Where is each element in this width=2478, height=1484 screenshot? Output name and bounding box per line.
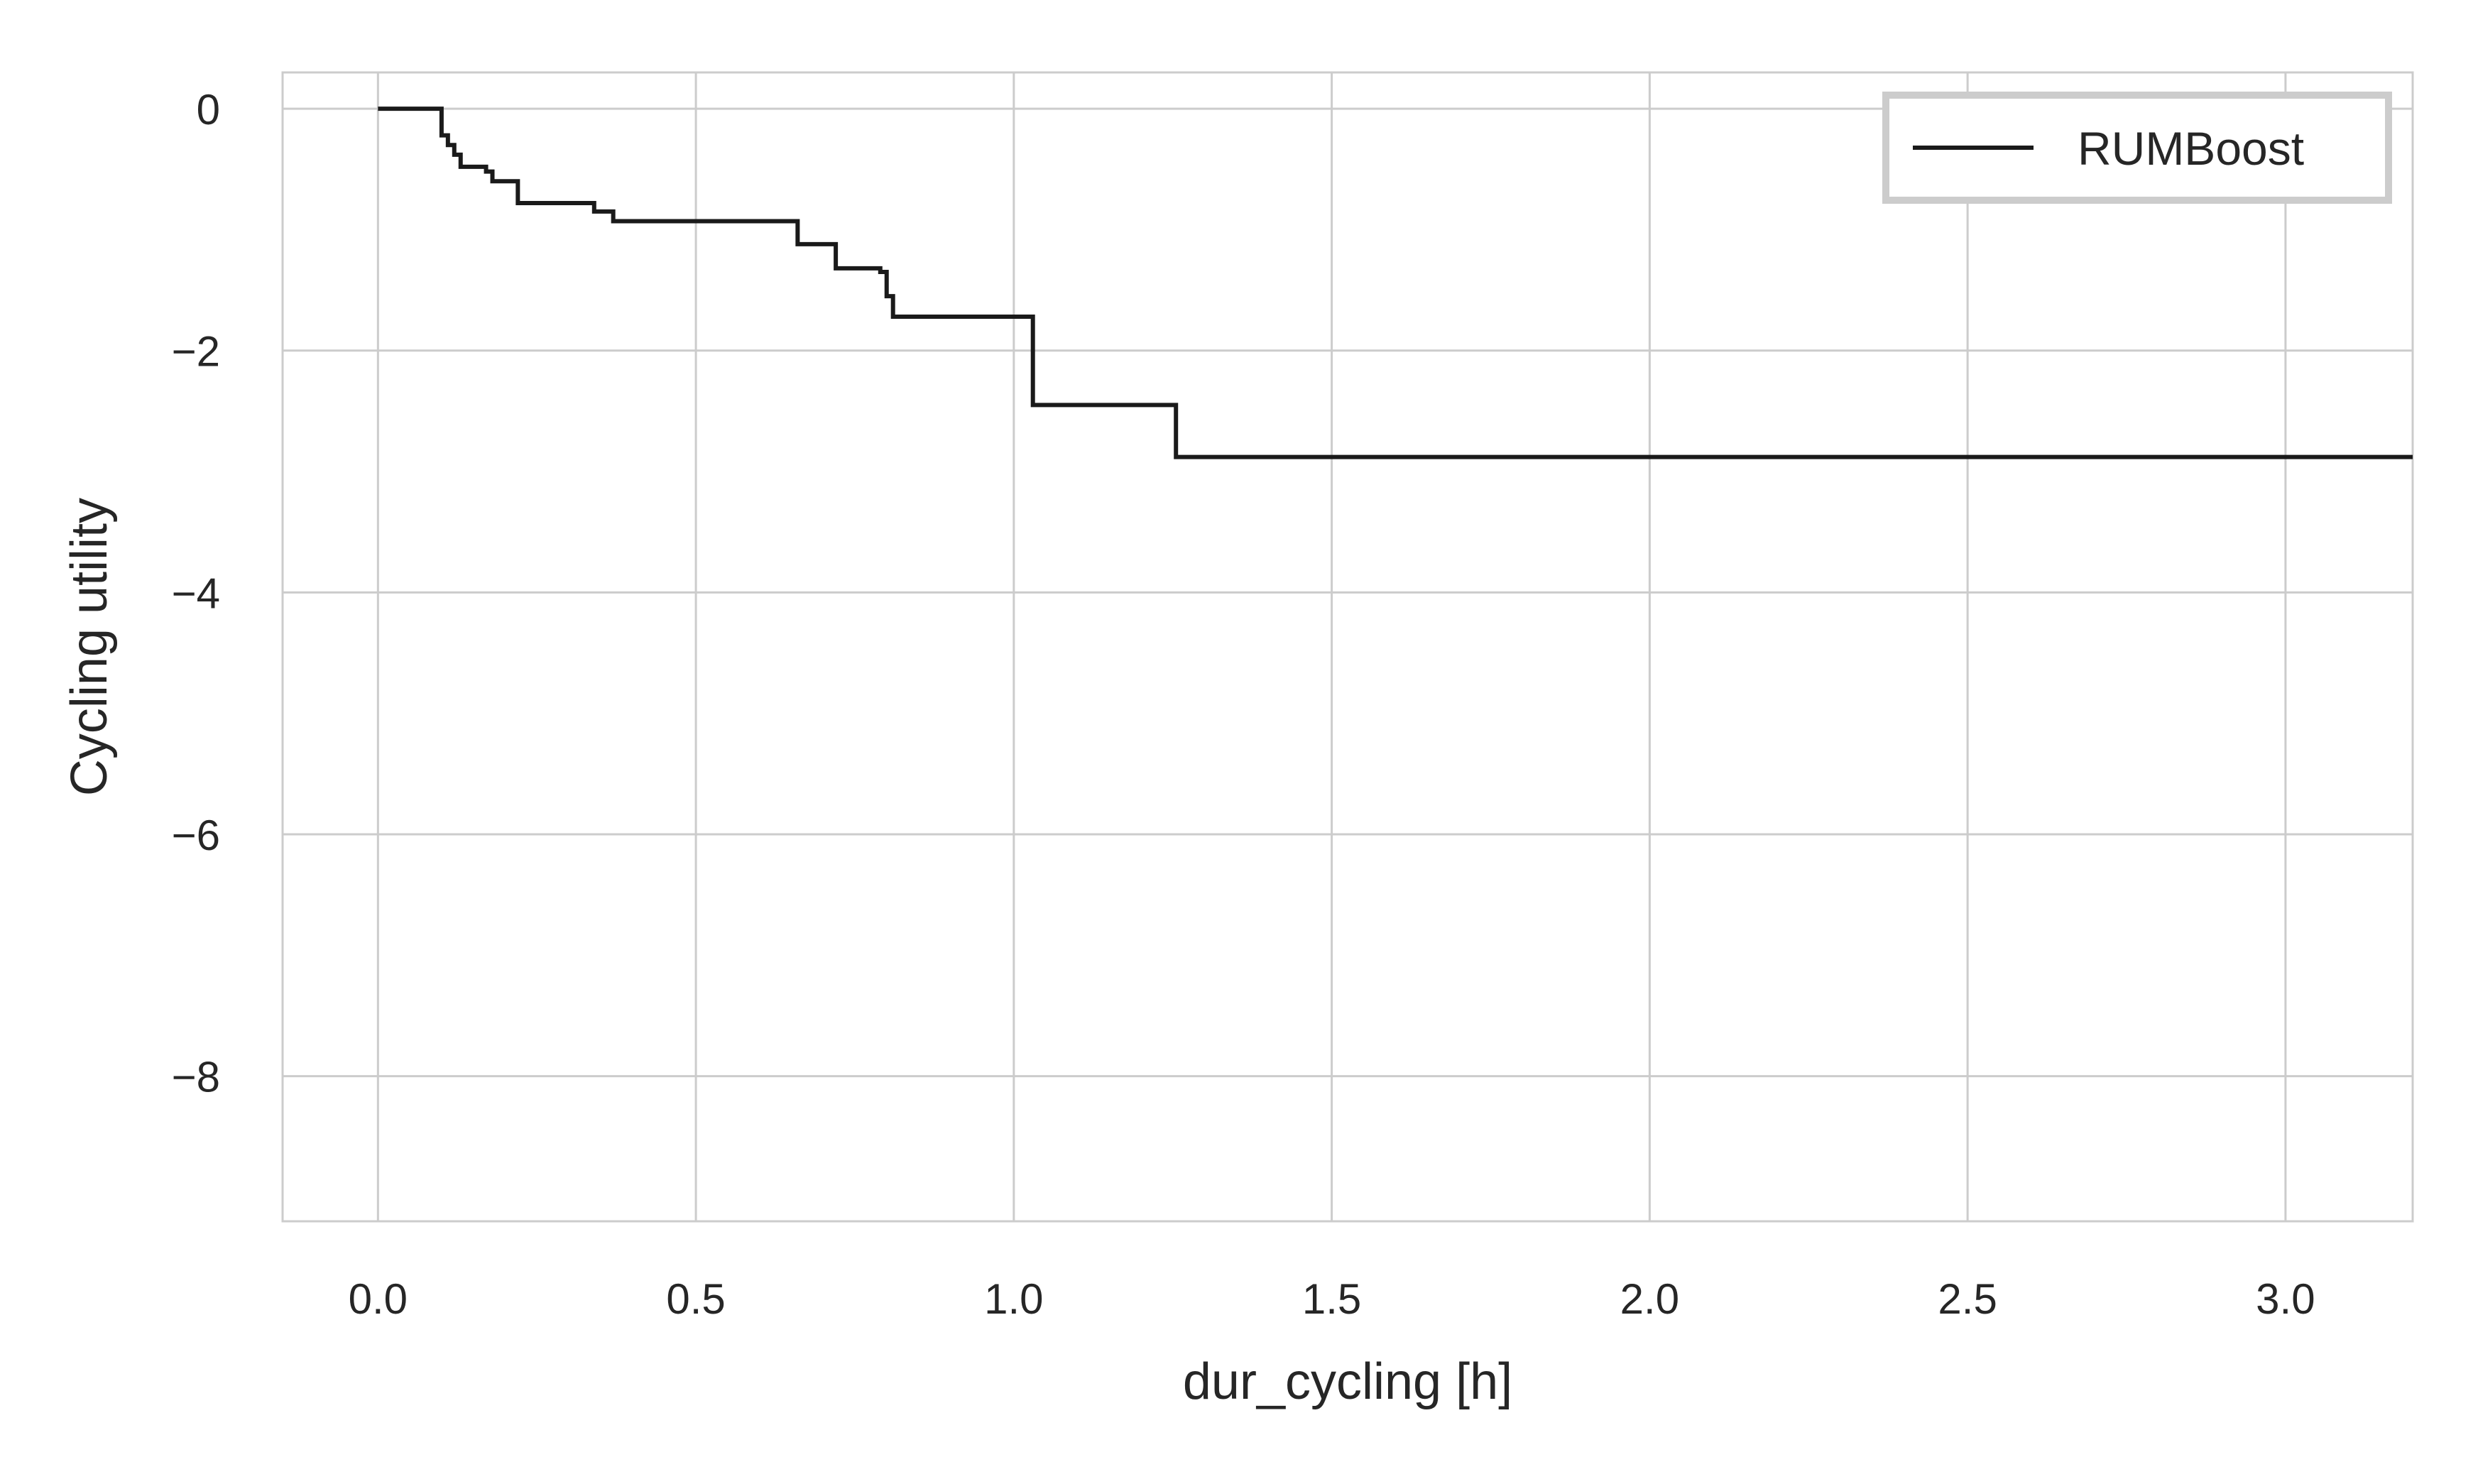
y-tick-label: −4 [172, 569, 220, 617]
x-tick-label: 1.0 [984, 1275, 1043, 1323]
x-tick-label: 0.5 [666, 1275, 725, 1323]
plot-frame [281, 71, 2414, 1223]
y-tick-label: −8 [172, 1054, 220, 1101]
grid [283, 72, 2413, 1221]
x-axis-label: dur_cycling [h] [1183, 1353, 1512, 1410]
y-tick-labels: 0 −2 −4 −6 −8 [172, 86, 220, 1101]
y-tick-label: 0 [197, 86, 220, 133]
x-tick-label: 0.0 [349, 1275, 408, 1323]
legend: RUMBoost [1882, 92, 2392, 204]
x-tick-label: 2.5 [1938, 1275, 1997, 1323]
y-tick-label: −6 [172, 812, 220, 859]
y-tick-label: −2 [172, 328, 220, 376]
series-line-rumboost [378, 107, 2413, 459]
x-tick-labels: 0.0 0.5 1.0 1.5 2.0 2.5 3.0 [349, 1275, 2315, 1323]
x-tick-label: 3.0 [2256, 1275, 2315, 1323]
x-tick-label: 1.5 [1302, 1275, 1361, 1323]
x-tick-label: 2.0 [1620, 1275, 1679, 1323]
series-layer [378, 107, 2413, 459]
legend-label: RUMBoost [2078, 122, 2304, 175]
y-axis-label: Cycling utility [61, 498, 118, 796]
